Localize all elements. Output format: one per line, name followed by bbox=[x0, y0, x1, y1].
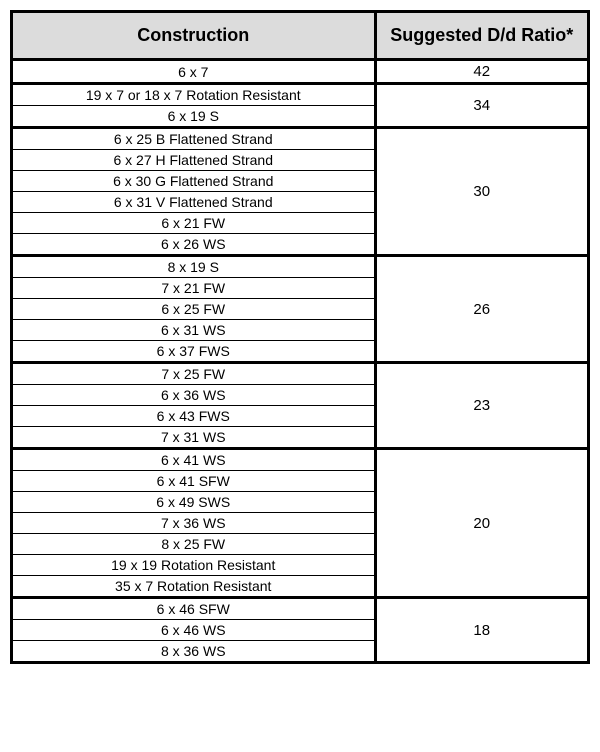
construction-cell: 7 x 36 WS bbox=[12, 513, 376, 534]
table-row: 6 x 41 WS20 bbox=[12, 449, 589, 471]
table-header-row: Construction Suggested D/d Ratio* bbox=[12, 12, 589, 60]
construction-cell: 19 x 7 or 18 x 7 Rotation Resistant bbox=[12, 84, 376, 106]
construction-cell: 6 x 46 SFW bbox=[12, 598, 376, 620]
table-row: 7 x 25 FW23 bbox=[12, 363, 589, 385]
header-construction: Construction bbox=[12, 12, 376, 60]
ratio-cell: 34 bbox=[375, 84, 589, 128]
construction-cell: 8 x 36 WS bbox=[12, 641, 376, 663]
ratio-cell: 18 bbox=[375, 598, 589, 663]
construction-cell: 8 x 19 S bbox=[12, 256, 376, 278]
ratio-cell: 42 bbox=[375, 60, 589, 84]
construction-cell: 7 x 25 FW bbox=[12, 363, 376, 385]
construction-cell: 6 x 26 WS bbox=[12, 234, 376, 256]
construction-cell: 6 x 43 FWS bbox=[12, 406, 376, 427]
construction-cell: 6 x 37 FWS bbox=[12, 341, 376, 363]
construction-cell: 6 x 41 SFW bbox=[12, 471, 376, 492]
table-row: 6 x 25 B Flattened Strand30 bbox=[12, 128, 589, 150]
construction-cell: 6 x 36 WS bbox=[12, 385, 376, 406]
ratio-cell: 20 bbox=[375, 449, 589, 598]
header-ratio: Suggested D/d Ratio* bbox=[375, 12, 589, 60]
construction-cell: 7 x 31 WS bbox=[12, 427, 376, 449]
table-row: 19 x 7 or 18 x 7 Rotation Resistant34 bbox=[12, 84, 589, 106]
table-row: 6 x 742 bbox=[12, 60, 589, 84]
construction-cell: 6 x 19 S bbox=[12, 106, 376, 128]
dd-ratio-table-container: Construction Suggested D/d Ratio* 6 x 74… bbox=[10, 10, 590, 664]
ratio-cell: 26 bbox=[375, 256, 589, 363]
construction-cell: 6 x 41 WS bbox=[12, 449, 376, 471]
dd-ratio-table: Construction Suggested D/d Ratio* 6 x 74… bbox=[10, 10, 590, 664]
construction-cell: 6 x 31 V Flattened Strand bbox=[12, 192, 376, 213]
construction-cell: 6 x 30 G Flattened Strand bbox=[12, 171, 376, 192]
construction-cell: 8 x 25 FW bbox=[12, 534, 376, 555]
construction-cell: 35 x 7 Rotation Resistant bbox=[12, 576, 376, 598]
ratio-cell: 23 bbox=[375, 363, 589, 449]
table-body: 6 x 74219 x 7 or 18 x 7 Rotation Resista… bbox=[12, 60, 589, 663]
construction-cell: 6 x 25 FW bbox=[12, 299, 376, 320]
construction-cell: 6 x 49 SWS bbox=[12, 492, 376, 513]
construction-cell: 6 x 21 FW bbox=[12, 213, 376, 234]
ratio-cell: 30 bbox=[375, 128, 589, 256]
construction-cell: 19 x 19 Rotation Resistant bbox=[12, 555, 376, 576]
construction-cell: 6 x 31 WS bbox=[12, 320, 376, 341]
construction-cell: 7 x 21 FW bbox=[12, 278, 376, 299]
construction-cell: 6 x 46 WS bbox=[12, 620, 376, 641]
table-row: 8 x 19 S26 bbox=[12, 256, 589, 278]
construction-cell: 6 x 25 B Flattened Strand bbox=[12, 128, 376, 150]
table-row: 6 x 46 SFW18 bbox=[12, 598, 589, 620]
construction-cell: 6 x 27 H Flattened Strand bbox=[12, 150, 376, 171]
construction-cell: 6 x 7 bbox=[12, 60, 376, 84]
